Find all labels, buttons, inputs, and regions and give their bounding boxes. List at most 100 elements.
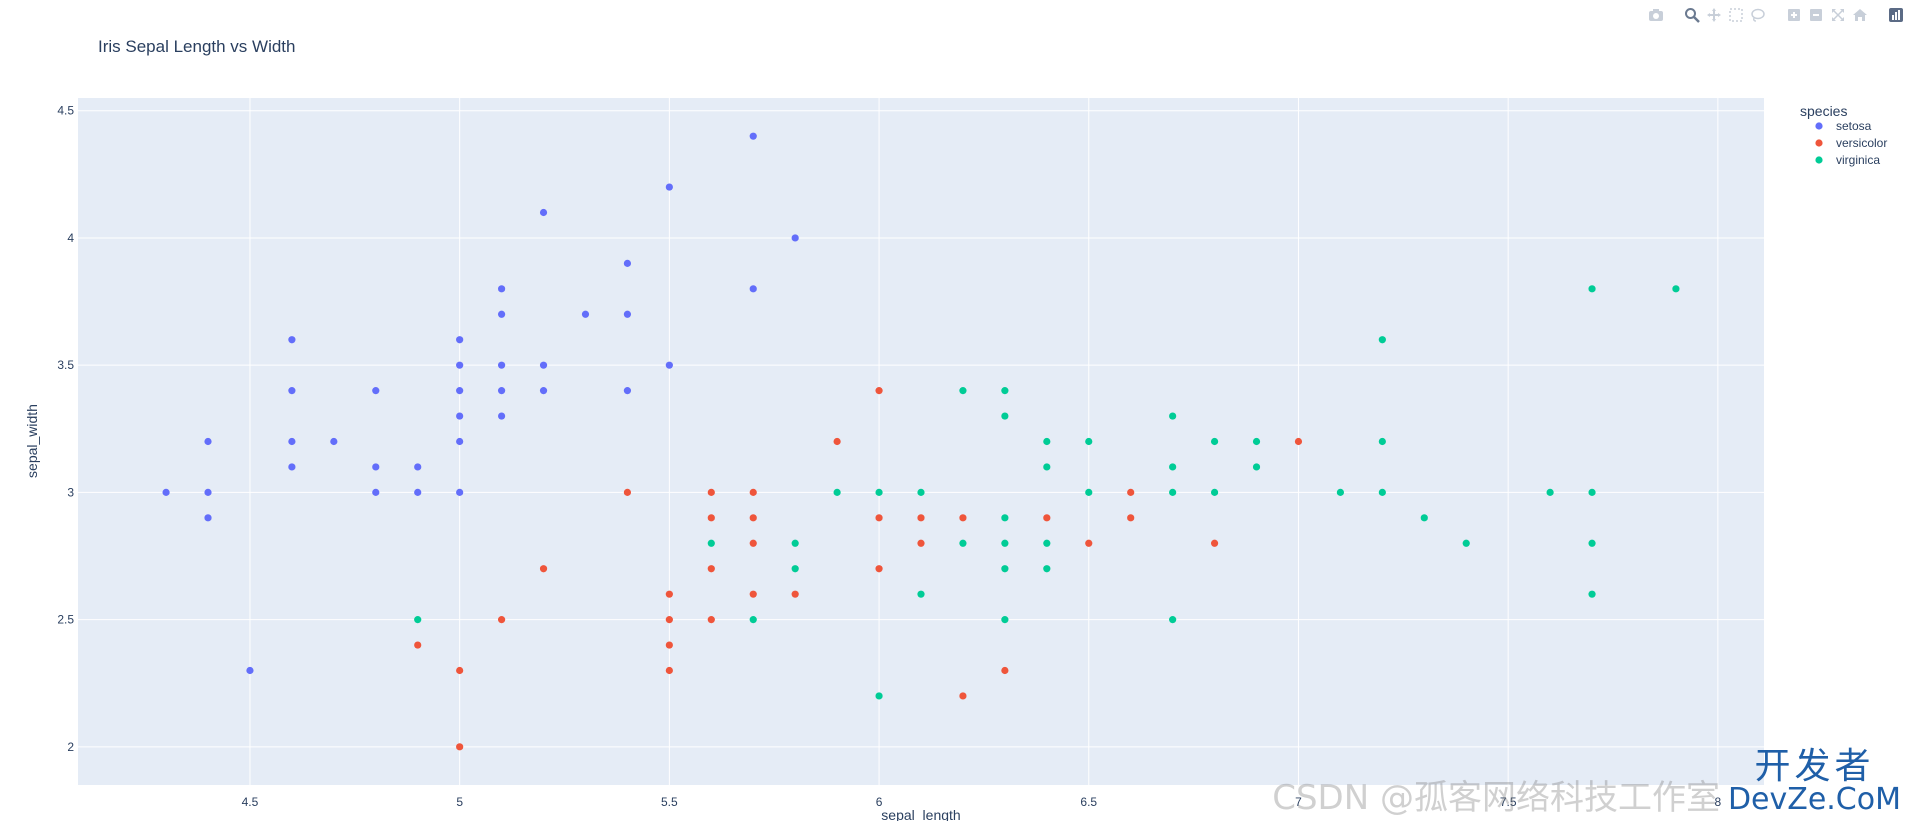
zoom-out-icon[interactable] — [1807, 6, 1825, 24]
data-point-versicolor[interactable] — [1085, 539, 1093, 547]
data-point-setosa[interactable] — [497, 310, 506, 318]
data-point-virginica[interactable] — [1043, 463, 1051, 471]
data-point-virginica[interactable] — [1001, 539, 1009, 547]
lasso-select-icon[interactable] — [1749, 6, 1767, 24]
data-point-virginica[interactable] — [959, 387, 967, 395]
data-point-setosa[interactable] — [204, 437, 212, 446]
data-point-virginica[interactable] — [1378, 437, 1386, 446]
data-point-virginica[interactable] — [1043, 565, 1051, 573]
data-point-versicolor[interactable] — [665, 666, 673, 675]
data-point-virginica[interactable] — [1672, 285, 1680, 293]
legend-item-virginica[interactable]: virginica — [1815, 153, 1880, 167]
legend-item-versicolor[interactable]: versicolor — [1815, 136, 1887, 150]
data-point-virginica[interactable] — [959, 539, 967, 547]
data-point-setosa[interactable] — [623, 259, 632, 267]
data-point-versicolor[interactable] — [707, 565, 715, 573]
data-point-setosa[interactable] — [288, 387, 296, 395]
data-point-virginica[interactable] — [917, 488, 925, 496]
data-point-versicolor[interactable] — [665, 616, 673, 624]
data-point-versicolor[interactable] — [1210, 539, 1219, 547]
data-point-versicolor[interactable] — [623, 488, 632, 496]
data-point-versicolor[interactable] — [875, 565, 883, 573]
data-point-virginica[interactable] — [1336, 488, 1345, 496]
data-point-versicolor[interactable] — [665, 641, 673, 649]
data-point-versicolor[interactable] — [1127, 488, 1135, 496]
data-point-virginica[interactable] — [1169, 412, 1177, 420]
data-point-setosa[interactable] — [456, 412, 464, 420]
pan-icon[interactable] — [1705, 6, 1723, 24]
data-point-virginica[interactable] — [1085, 437, 1093, 446]
legend-item-setosa[interactable]: setosa — [1815, 119, 1872, 133]
data-point-virginica[interactable] — [1043, 437, 1051, 446]
data-point-versicolor[interactable] — [1294, 437, 1303, 446]
data-point-setosa[interactable] — [414, 488, 422, 496]
plotly-logo-icon[interactable] — [1887, 6, 1905, 24]
data-point-setosa[interactable] — [581, 310, 590, 318]
data-point-setosa[interactable] — [749, 132, 757, 140]
data-point-virginica[interactable] — [1001, 514, 1009, 522]
zoom-icon[interactable] — [1683, 6, 1701, 24]
data-point-versicolor[interactable] — [665, 590, 673, 598]
data-point-setosa[interactable] — [497, 412, 506, 420]
data-point-virginica[interactable] — [1462, 539, 1470, 547]
data-point-setosa[interactable] — [539, 208, 548, 217]
data-point-virginica[interactable] — [1588, 590, 1596, 598]
data-point-virginica[interactable] — [1546, 488, 1554, 496]
data-point-setosa[interactable] — [162, 488, 170, 496]
data-point-setosa[interactable] — [749, 285, 757, 293]
data-point-setosa[interactable] — [456, 336, 464, 344]
data-point-versicolor[interactable] — [456, 743, 464, 751]
data-point-virginica[interactable] — [1043, 539, 1051, 547]
data-point-versicolor[interactable] — [833, 437, 841, 446]
data-point-virginica[interactable] — [1210, 437, 1219, 446]
data-point-virginica[interactable] — [1252, 463, 1261, 471]
data-point-versicolor[interactable] — [917, 539, 925, 547]
data-point-virginica[interactable] — [1210, 488, 1219, 496]
data-point-setosa[interactable] — [372, 488, 380, 496]
data-point-setosa[interactable] — [246, 666, 254, 675]
data-point-virginica[interactable] — [707, 539, 715, 547]
data-point-virginica[interactable] — [1085, 488, 1093, 496]
data-point-virginica[interactable] — [1378, 336, 1386, 344]
data-point-setosa[interactable] — [665, 361, 673, 369]
data-point-versicolor[interactable] — [749, 590, 757, 598]
data-point-virginica[interactable] — [749, 616, 757, 624]
data-point-setosa[interactable] — [204, 488, 212, 496]
data-point-versicolor[interactable] — [959, 692, 967, 700]
data-point-virginica[interactable] — [1001, 412, 1009, 420]
data-point-setosa[interactable] — [288, 336, 296, 344]
data-point-versicolor[interactable] — [456, 666, 464, 675]
data-point-versicolor[interactable] — [707, 514, 715, 522]
data-point-setosa[interactable] — [539, 361, 548, 369]
legend[interactable]: species setosa versicolor virginica — [1800, 103, 1887, 167]
data-point-setosa[interactable] — [497, 285, 506, 293]
autoscale-icon[interactable] — [1829, 6, 1847, 24]
reset-axes-icon[interactable] — [1851, 6, 1869, 24]
data-point-versicolor[interactable] — [749, 488, 757, 496]
data-point-setosa[interactable] — [204, 514, 212, 522]
data-point-virginica[interactable] — [1169, 488, 1177, 496]
data-point-setosa[interactable] — [497, 387, 506, 395]
legend-items[interactable]: setosa versicolor virginica — [1815, 119, 1887, 167]
data-point-virginica[interactable] — [414, 616, 422, 624]
data-point-versicolor[interactable] — [791, 590, 799, 598]
data-point-setosa[interactable] — [456, 361, 464, 369]
data-point-setosa[interactable] — [372, 463, 380, 471]
data-point-setosa[interactable] — [288, 463, 296, 471]
data-point-virginica[interactable] — [791, 539, 799, 547]
camera-icon[interactable] — [1647, 6, 1665, 24]
data-point-virginica[interactable] — [1252, 437, 1261, 446]
data-point-virginica[interactable] — [833, 488, 841, 496]
data-point-virginica[interactable] — [1001, 387, 1009, 395]
data-point-virginica[interactable] — [1420, 514, 1428, 522]
data-point-versicolor[interactable] — [1001, 666, 1009, 675]
data-point-versicolor[interactable] — [917, 514, 925, 522]
data-point-virginica[interactable] — [875, 488, 883, 496]
data-point-setosa[interactable] — [456, 488, 464, 496]
plot-area[interactable] — [78, 98, 1764, 785]
data-point-virginica[interactable] — [791, 565, 799, 573]
zoom-in-icon[interactable] — [1785, 6, 1803, 24]
box-select-icon[interactable] — [1727, 6, 1745, 24]
data-point-setosa[interactable] — [623, 387, 632, 395]
data-point-virginica[interactable] — [1588, 285, 1596, 293]
